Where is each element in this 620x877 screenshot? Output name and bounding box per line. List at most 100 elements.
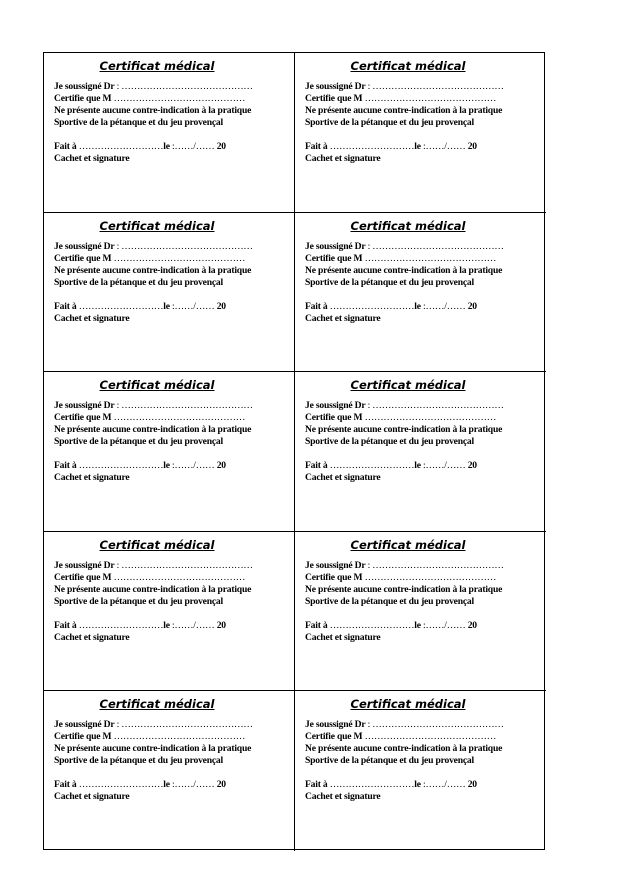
patient-field[interactable]: …………………………………… [111, 571, 246, 583]
certificate-body: Je soussigné Dr : …………………………………… Certifi… [54, 400, 253, 484]
signature-label: Cachet et signature [54, 791, 130, 803]
date-field[interactable]: :……/…… [420, 460, 466, 472]
signature-label: Cachet et signature [305, 153, 381, 164]
year-label: 20 [214, 619, 226, 631]
doctor-field[interactable]: : …………………………………… [114, 719, 253, 731]
year-label: 20 [214, 779, 226, 791]
date-field[interactable]: :……/…… [169, 460, 215, 472]
certificate-body: Je soussigné Dr : …………………………………… Certifi… [305, 400, 504, 484]
certificate-title: Certificat médical [99, 537, 215, 552]
patient-field[interactable]: …………………………………… [362, 731, 497, 743]
date-field[interactable]: :……/…… [169, 300, 215, 312]
signature-label: Cachet et signature [54, 472, 130, 484]
doctor-label: Je soussigné Dr [305, 559, 366, 571]
place-label: Fait à [54, 779, 77, 791]
certificate-title: Certificat médical [350, 697, 466, 712]
date-label: le [163, 460, 170, 472]
certificate-card: Certificat médical Je soussigné Dr : ………… [295, 213, 546, 373]
date-label: le [163, 779, 170, 791]
place-date-line: Fait à ………………………le :……/…… 20 [54, 460, 253, 472]
doctor-field[interactable]: : …………………………………… [114, 559, 253, 571]
place-label: Fait à [305, 779, 328, 791]
doctor-line: Je soussigné Dr : …………………………………… [54, 400, 253, 412]
certificate-card: Certificat médical Je soussigné Dr : ………… [44, 53, 295, 213]
date-field[interactable]: :……/…… [420, 779, 466, 791]
date-field[interactable]: :……/…… [169, 779, 215, 791]
place-field[interactable]: ……………………… [76, 460, 164, 472]
doctor-field[interactable]: : …………………………………… [114, 400, 253, 412]
place-field[interactable]: ……………………… [76, 619, 164, 631]
certificate-card: Certificat médical Je soussigné Dr : ………… [44, 372, 295, 532]
signature-label: Cachet et signature [54, 631, 130, 643]
doctor-label: Je soussigné Dr [305, 81, 366, 92]
patient-field[interactable]: …………………………………… [111, 412, 246, 424]
doctor-label: Je soussigné Dr [305, 240, 366, 252]
certificate-title: Certificat médical [350, 218, 466, 233]
statement-line-1: Ne présente aucune contre-indication à l… [305, 424, 503, 436]
doctor-line: Je soussigné Dr : …………………………………… [305, 241, 504, 253]
year-label: 20 [214, 460, 226, 472]
place-field[interactable]: ……………………… [327, 300, 415, 312]
patient-line: Certifie que M …………………………………… [54, 253, 253, 265]
place-date-line: Fait à ………………………le :……/…… 20 [305, 620, 504, 632]
place-label: Fait à [54, 300, 77, 312]
patient-field[interactable]: …………………………………… [362, 93, 497, 104]
statement-line-2: Sportive de la pétanque et du jeu proven… [305, 436, 474, 448]
doctor-field[interactable]: : …………………………………… [114, 240, 253, 252]
patient-label: Certifie que M [305, 571, 363, 583]
doctor-field[interactable]: : …………………………………… [365, 81, 504, 92]
doctor-line: Je soussigné Dr : …………………………………… [305, 400, 504, 412]
date-field[interactable]: :……/…… [420, 300, 466, 312]
patient-field[interactable]: …………………………………… [111, 252, 246, 264]
date-field[interactable]: :……/…… [420, 141, 466, 152]
date-field[interactable]: :……/…… [169, 619, 215, 631]
doctor-field[interactable]: : …………………………………… [365, 719, 504, 731]
doctor-field[interactable]: : …………………………………… [365, 400, 504, 412]
doctor-field[interactable]: : …………………………………… [114, 81, 253, 92]
place-field[interactable]: ……………………… [327, 141, 415, 152]
date-label: le [163, 300, 170, 312]
place-label: Fait à [305, 300, 328, 312]
doctor-label: Je soussigné Dr [54, 719, 115, 731]
certificate-card: Certificat médical Je soussigné Dr : ………… [44, 212, 295, 373]
place-date-line: Fait à ………………………le :……/…… 20 [54, 301, 253, 313]
doctor-field[interactable]: : …………………………………… [365, 240, 504, 252]
statement-line-2: Sportive de la pétanque et du jeu proven… [305, 117, 474, 128]
place-field[interactable]: ……………………… [76, 300, 164, 312]
statement-line-2: Sportive de la pétanque et du jeu proven… [305, 595, 474, 607]
place-field[interactable]: ……………………… [76, 141, 164, 152]
patient-line: Certifie que M …………………………………… [54, 412, 253, 424]
date-field[interactable]: :……/…… [169, 141, 215, 152]
date-label: le [414, 141, 421, 152]
patient-field[interactable]: …………………………………… [362, 571, 497, 583]
certificate-card: Certificat médical Je soussigné Dr : ………… [295, 691, 546, 851]
place-date-line: Fait à ………………………le :……/…… 20 [305, 301, 504, 313]
certificate-title: Certificat médical [99, 378, 215, 393]
patient-field[interactable]: …………………………………… [362, 412, 497, 424]
statement-line-2: Sportive de la pétanque et du jeu proven… [305, 755, 474, 767]
place-label: Fait à [305, 619, 328, 631]
signature-label: Cachet et signature [54, 312, 130, 324]
place-date-line: Fait à ………………………le :……/…… 20 [305, 460, 504, 472]
place-field[interactable]: ……………………… [327, 779, 415, 791]
patient-line: Certifie que M …………………………………… [305, 412, 504, 424]
place-field[interactable]: ……………………… [327, 619, 415, 631]
place-field[interactable]: ……………………… [76, 779, 164, 791]
doctor-line: Je soussigné Dr : …………………………………… [305, 560, 504, 572]
certificate-card: Certificat médical Je soussigné Dr : ………… [295, 372, 546, 532]
place-field[interactable]: ……………………… [327, 460, 415, 472]
place-date-line: Fait à ………………………le :……/…… 20 [305, 779, 504, 791]
certificate-body: Je soussigné Dr : …………………………………… Certifi… [305, 241, 504, 325]
patient-field[interactable]: …………………………………… [362, 252, 497, 264]
year-label: 20 [465, 779, 477, 791]
doctor-label: Je soussigné Dr [54, 400, 115, 412]
statement-line-2: Sportive de la pétanque et du jeu proven… [54, 595, 223, 607]
doctor-line: Je soussigné Dr : …………………………………… [305, 81, 504, 93]
doctor-field[interactable]: : …………………………………… [365, 559, 504, 571]
patient-field[interactable]: …………………………………… [111, 731, 246, 743]
patient-field[interactable]: …………………………………… [111, 93, 246, 104]
patient-line: Certifie que M …………………………………… [54, 572, 253, 584]
date-field[interactable]: :……/…… [420, 619, 466, 631]
date-label: le [414, 300, 421, 312]
place-date-line: Fait à ………………………le :……/…… 20 [54, 141, 253, 153]
